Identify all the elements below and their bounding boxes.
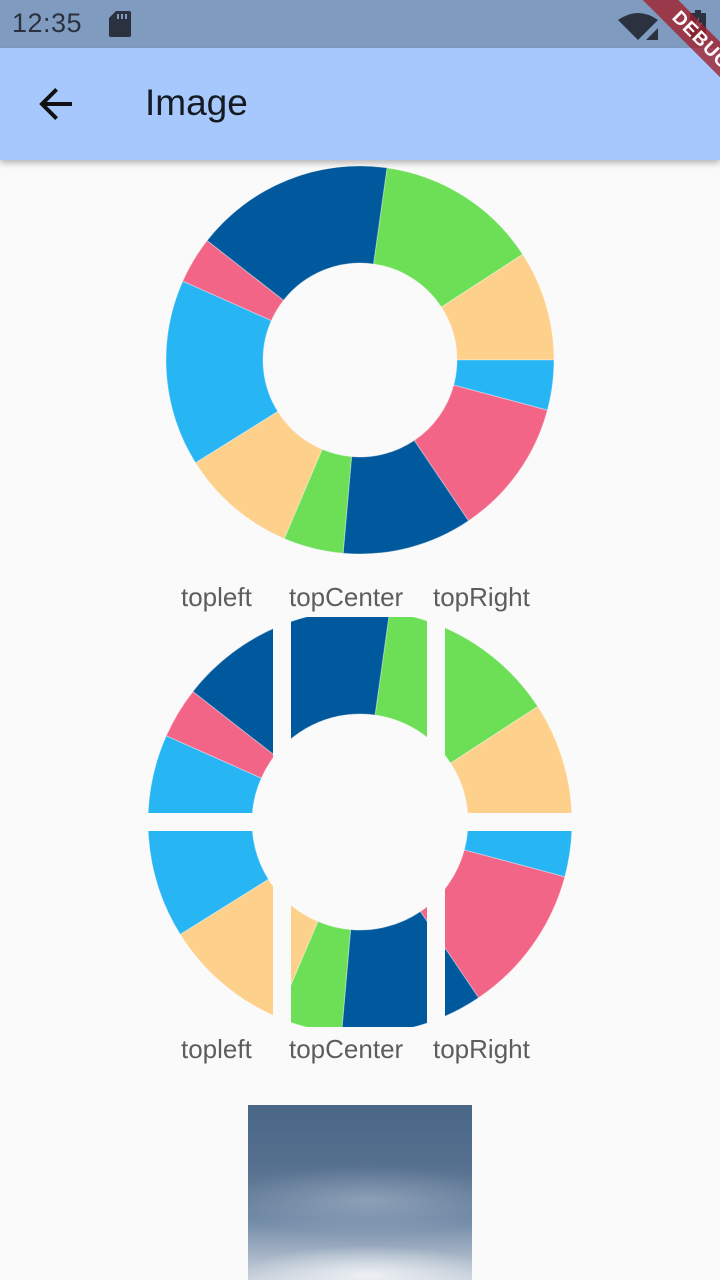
app-bar: Image [0,48,720,160]
back-button[interactable] [32,80,80,128]
donut-image [165,165,555,555]
donut-segment [291,920,352,1027]
donut-segment [291,904,319,986]
donut-tile [147,628,273,813]
donut-segment [419,906,427,923]
donut-segment [463,831,573,878]
aligned-donut-grid [147,617,573,1027]
donut-segment [445,849,566,999]
donut-tile [147,831,273,1016]
donut-segment [374,617,427,738]
caption-topcenter: topCenter [289,582,404,612]
donut-tile [445,627,573,813]
donut-segment [192,628,273,755]
donut-segment [453,359,555,411]
donut-segment [372,167,524,308]
arrow-left-icon [39,88,72,120]
caption-topright: topRight [433,1034,530,1064]
caption-topright: topRight [433,582,530,612]
donut-segment [147,735,262,813]
donut-segment [445,627,539,764]
caption-topcenter: topCenter [289,1034,404,1064]
donut-segment [182,239,285,322]
debug-banner-label: DEBUG [624,0,720,108]
donut-segment [147,831,270,936]
donut-segment [165,280,279,464]
donut-segment [341,910,427,1027]
donut-segment [440,253,555,361]
sd-card-icon [109,11,131,37]
donut-segment [283,448,353,554]
donut-segment [413,384,549,522]
status-time: 12:35 [12,8,83,38]
caption-topleft: topleft [181,582,252,612]
donut-segment [291,617,390,740]
donut-segment [449,705,573,813]
donut-segment [342,439,470,555]
caption-row-bottom: topleft topCenter topRight [0,1034,720,1068]
wifi-off-icon [618,13,658,40]
page-title: Image [145,82,248,123]
donut-tile [291,904,427,1027]
donut-segment [206,165,388,301]
sky-photo [248,1105,472,1280]
donut-segment [194,410,323,540]
donut-tile [445,831,573,1017]
donut-segment [179,878,273,1016]
debug-banner: DEBUG [600,0,720,108]
donut-segment [445,947,480,1017]
donut-tile [291,617,427,740]
caption-row-top: topleft topCenter topRight [0,582,720,616]
caption-topleft: topleft [181,1034,252,1064]
donut-segment [165,690,273,779]
